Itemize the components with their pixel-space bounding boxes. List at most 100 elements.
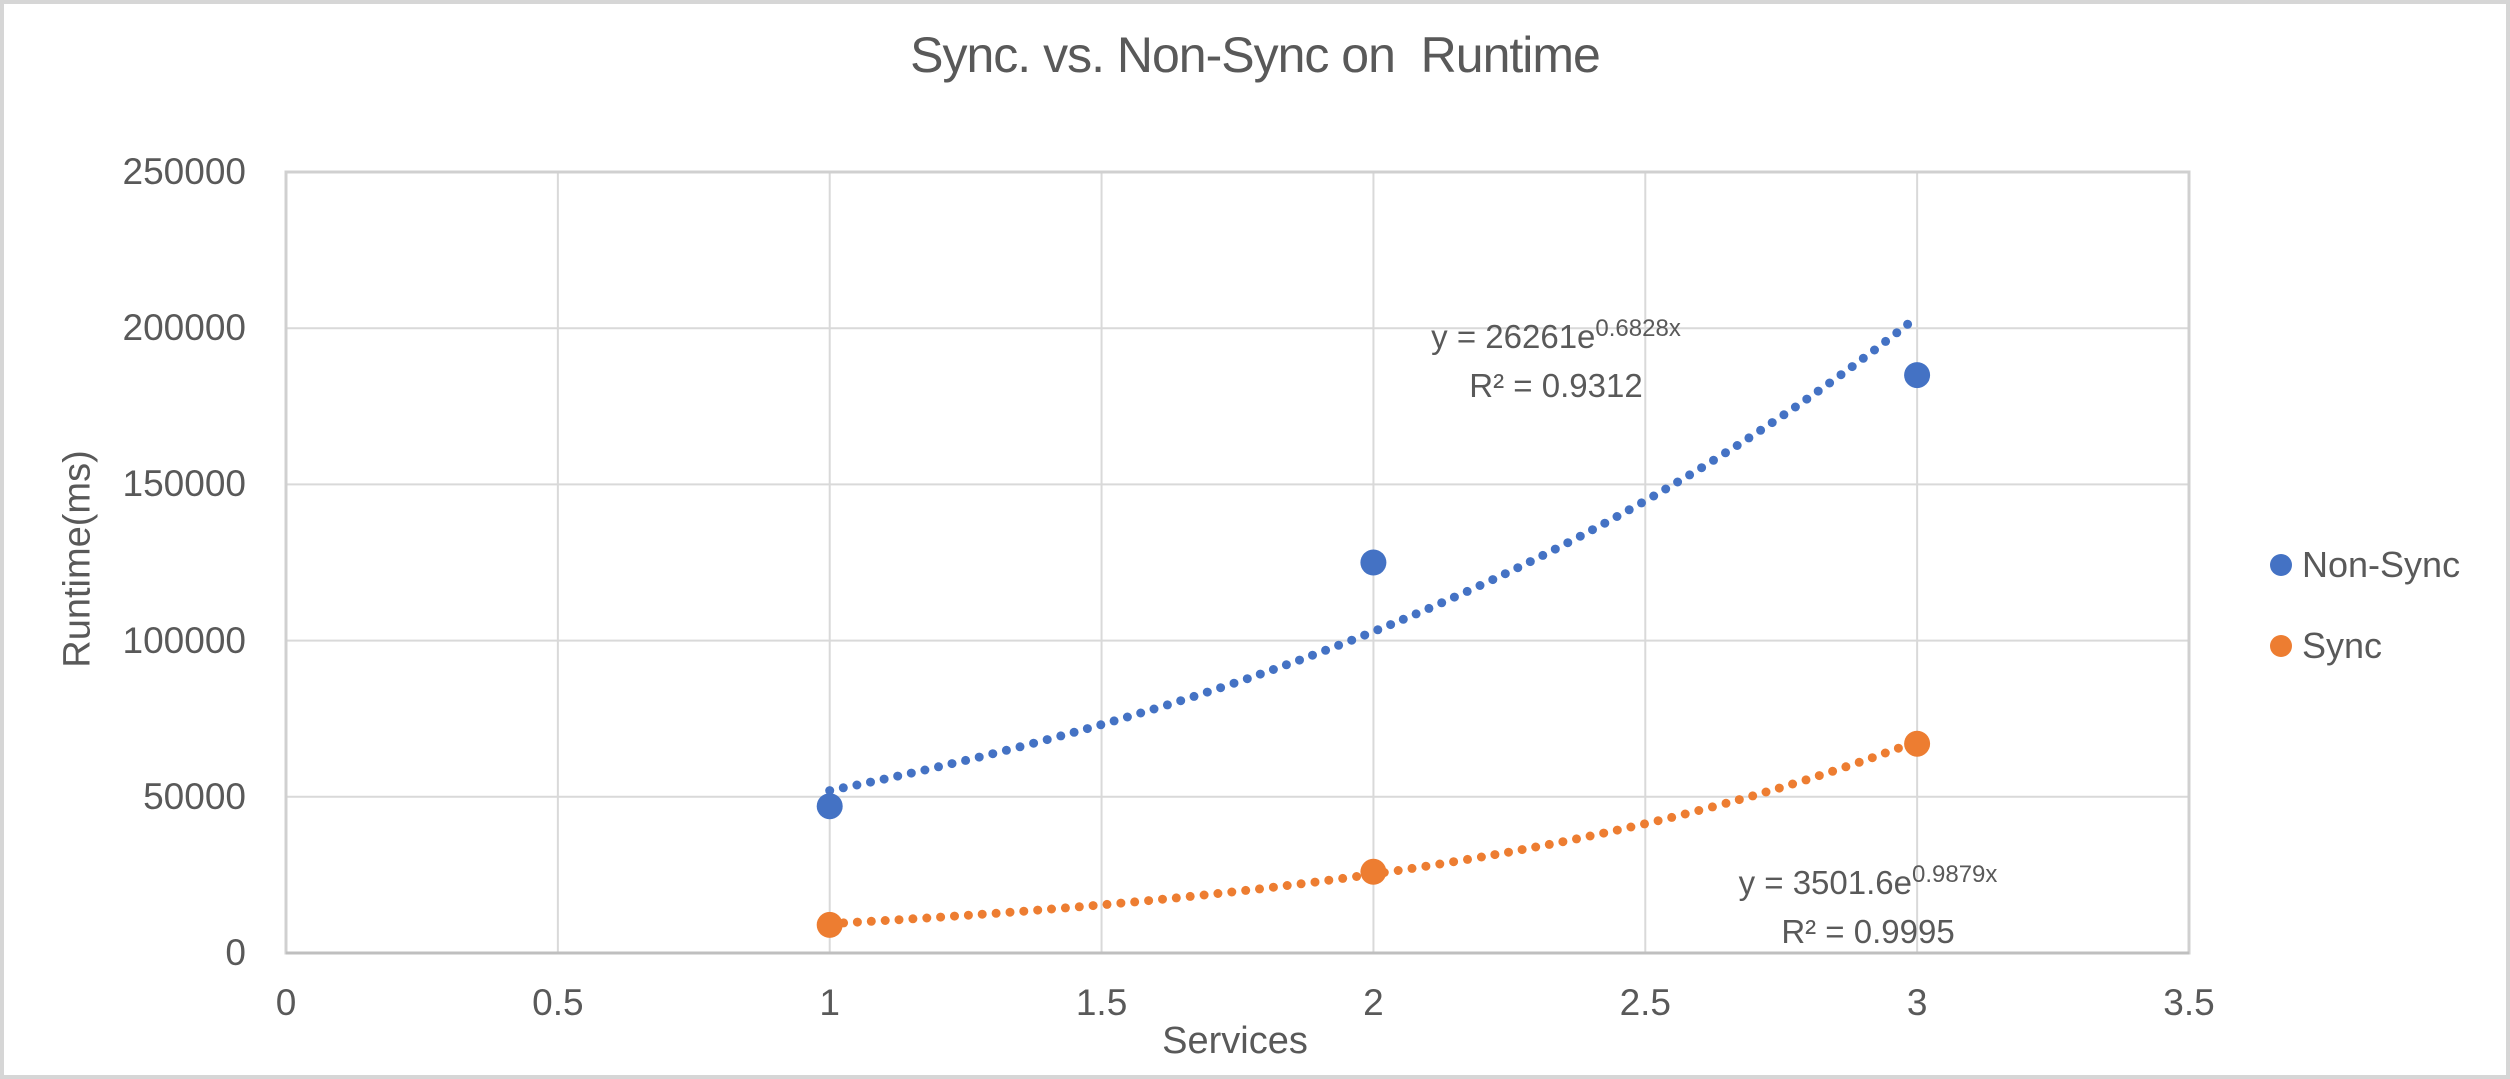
legend-item-nonsync: Non-Sync — [2270, 544, 2460, 586]
nonsync-trendline-dot — [1575, 531, 1585, 541]
x-tick-3: 3 — [1906, 982, 1928, 1023]
nonsync-trendline-dot — [825, 786, 835, 796]
sync-trendline-dot — [1005, 907, 1015, 917]
sync-trendline-dot — [1310, 877, 1320, 887]
nonsync-trendline-dot — [838, 783, 848, 793]
nonsync-trendline-dot — [879, 774, 889, 784]
sync-trendline-dot — [1185, 891, 1195, 901]
legend-marker-nonsync — [2270, 554, 2292, 576]
nonsync-trendline-dot — [1488, 575, 1498, 585]
nonsync-trendline-dot — [1836, 370, 1846, 380]
nonsync-trendline-dot — [961, 755, 971, 765]
sync-trendline-dot — [1748, 791, 1758, 801]
nonsync-trendline-dot — [1042, 735, 1052, 745]
sync-trendline-dot — [1774, 783, 1784, 793]
nonsync-trendline-dot — [1109, 716, 1119, 726]
sync-trendline-dot — [1255, 884, 1264, 894]
nonsync-trendline-dot — [1600, 518, 1610, 528]
sync-equation-exponent: 0.9879x — [1912, 861, 1998, 888]
legend-label-sync: Sync — [2302, 625, 2383, 666]
nonsync-trendline-dot — [1122, 712, 1132, 722]
x-tick-2.5: 2.5 — [1619, 982, 1671, 1023]
nonsync-trendline-dot — [947, 759, 957, 769]
sync-equation-r2: R² = 0.9995 — [1781, 913, 1955, 950]
sync-trendline-dot — [1599, 828, 1609, 838]
sync-trendline-dot — [1213, 889, 1223, 898]
legend-marker-sync — [2270, 635, 2292, 657]
nonsync-trendline-dot — [1321, 645, 1331, 655]
nonsync-trendline-equation: y = 26261e0.6828x R² = 0.9312 — [1431, 304, 1681, 410]
nonsync-trendline-dot — [1500, 569, 1510, 579]
sync-trendline-dot — [1680, 809, 1690, 819]
sync-trendline-dot — [1435, 859, 1445, 869]
nonsync-trendline-dot — [866, 777, 875, 787]
nonsync-trendline-dot — [1162, 700, 1172, 710]
nonsync-trendline-dot — [1308, 650, 1317, 660]
legend-item-sync: Sync — [2270, 625, 2460, 667]
sync-trendline-dot — [1490, 850, 1500, 860]
nonsync-trendline-dot — [1903, 319, 1913, 329]
nonsync-trendline-dot — [1449, 592, 1459, 602]
nonsync-trendline-dot — [1709, 455, 1718, 465]
sync-trendline-dot — [1761, 787, 1771, 797]
sync-trendline-dot — [950, 911, 959, 921]
x-tick-1.5: 1.5 — [1075, 982, 1128, 1023]
nonsync-trendline-dot — [1858, 353, 1868, 363]
nonsync-trendline-dot — [1069, 727, 1079, 737]
sync-trendline-dot — [1102, 899, 1112, 909]
nonsync-trendline-dot — [1229, 678, 1239, 688]
nonsync-equation-text: y = 26261e — [1431, 318, 1596, 355]
nonsync-equation-r2: R² = 0.9312 — [1469, 367, 1643, 404]
nonsync-trendline-dot — [1802, 394, 1812, 404]
nonsync-trendline-dot — [1744, 433, 1754, 443]
nonsync-trendline-dot — [1347, 635, 1357, 645]
sync-equation-line: y = 3501.6e0.9879x — [1739, 850, 1998, 907]
nonsync-trendline-dot — [1462, 586, 1472, 596]
sync-trendline-dot — [1667, 812, 1677, 822]
x-tick-0.5: 0.5 — [532, 982, 584, 1023]
nonsync-trendline-dot — [1295, 655, 1304, 665]
nonsync-trendline-dot — [1892, 328, 1902, 338]
nonsync-trendline-dot — [1001, 745, 1011, 755]
sync-trendline-dot — [852, 917, 862, 927]
sync-trendline-dot — [1296, 879, 1306, 889]
nonsync-trendline-dot — [1386, 620, 1396, 630]
nonsync-trendline-dot — [974, 752, 984, 762]
sync-trendline-dot — [1116, 898, 1126, 908]
nonsync-trendline-dot — [1673, 477, 1683, 487]
nonsync-trendline-dot — [1732, 441, 1742, 450]
nonsync-trendline-dot — [1825, 378, 1835, 388]
sync-trendline-dot — [1088, 901, 1098, 911]
plot-area — [284, 170, 2191, 955]
sync-trendline-dot — [1585, 831, 1595, 841]
nonsync-trendline-dot — [1697, 463, 1707, 473]
nonsync-trendline-dot — [1588, 525, 1597, 535]
sync-data-point — [1904, 730, 1931, 757]
sync-trendline-dot — [1572, 834, 1581, 844]
sync-trendline-dot — [1544, 839, 1554, 849]
sync-trendline-equation: y = 3501.6e0.9879x R² = 0.9995 — [1739, 850, 1998, 956]
sync-trendline-dot — [1867, 753, 1877, 763]
nonsync-trendline-dot — [1612, 512, 1622, 521]
sync-trendline-dot — [1788, 779, 1798, 789]
sync-trendline-dot — [1612, 825, 1622, 835]
nonsync-trendline-dot — [1056, 731, 1066, 741]
nonsync-trendline-dot — [1281, 660, 1291, 670]
sync-trendline-dot — [1893, 743, 1903, 753]
nonsync-trendline-dot — [852, 780, 862, 790]
sync-trendline-dot — [866, 916, 876, 926]
nonsync-data-point — [816, 793, 843, 820]
sync-trendline-dot — [1130, 897, 1140, 907]
sync-trendline-dot — [1640, 819, 1649, 829]
sync-trendline-dot — [936, 912, 946, 922]
sync-trendline-dot — [1060, 903, 1070, 913]
nonsync-trendline-dot — [1424, 603, 1434, 613]
sync-trendline-dot — [1449, 857, 1459, 867]
sync-trendline-dot — [1626, 822, 1636, 832]
sync-equation-text: y = 3501.6e — [1738, 864, 1912, 901]
sync-trendline-dot — [1694, 806, 1704, 815]
sync-trendline-dot — [1854, 757, 1864, 767]
sync-trendline-dot — [1227, 887, 1237, 897]
nonsync-trendline-dot — [1779, 410, 1789, 420]
nonsync-trendline-dot — [1411, 609, 1421, 619]
